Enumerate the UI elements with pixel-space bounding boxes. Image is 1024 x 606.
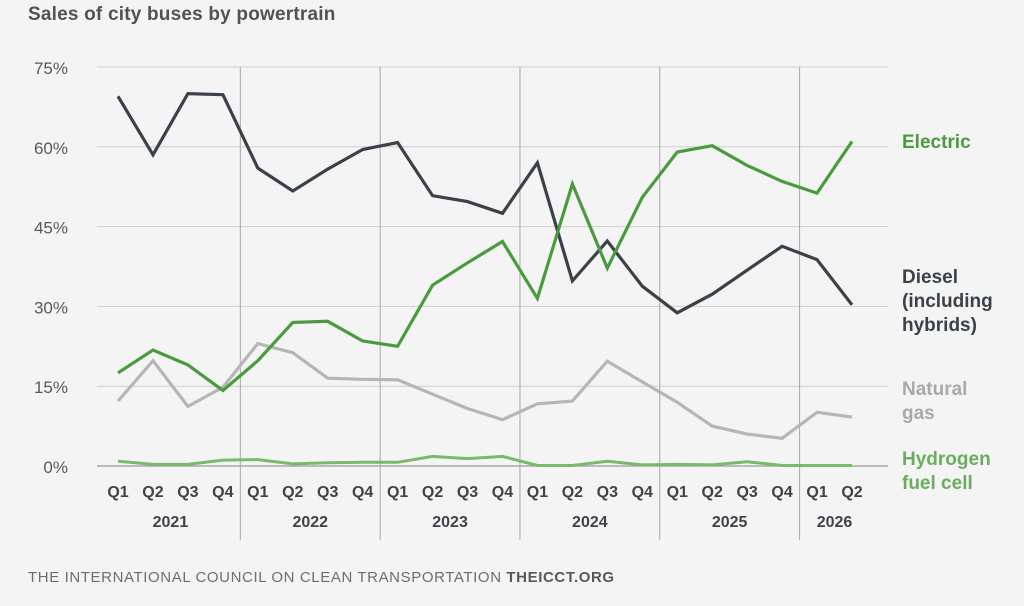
footer-org: THE INTERNATIONAL COUNCIL ON CLEAN TRANS… [28, 569, 502, 586]
x-tick-label: Q4 [771, 484, 792, 501]
y-tick-label: 45% [34, 219, 68, 238]
x-tick-label: Q1 [667, 484, 688, 501]
grid-layer [97, 66, 888, 540]
x-tick-label: Q1 [247, 484, 268, 501]
x-tick-label: Q3 [597, 484, 618, 501]
y-tick-label: 75% [34, 59, 68, 78]
legend-natural-gas: Natural gas [902, 379, 968, 424]
x-tick-label: Q4 [352, 484, 373, 501]
legend-diesel: Diesel (including hybrids) [902, 267, 993, 336]
x-tick-label: Q2 [562, 484, 583, 501]
series-natural-gas [116, 341, 853, 440]
legend-electric: Electric [902, 132, 971, 153]
y-tick-label: 15% [34, 378, 68, 397]
footer: THE INTERNATIONAL COUNCIL ON CLEAN TRANS… [28, 569, 615, 586]
x-tick-label: Q4 [492, 484, 513, 501]
year-label: 2024 [572, 514, 608, 531]
chart-title: Sales of city buses by powertrain [28, 4, 336, 25]
axis-layer: 0% 15% 30% 45% 60% 75% 2021 2022 2023 2024 2025 202… [34, 59, 863, 531]
x-tick-label: Q1 [806, 484, 827, 501]
footer-url: THEICCT.ORG [506, 569, 615, 586]
series-electric [117, 140, 854, 393]
series-diesel [116, 91, 854, 315]
x-tick-label: Q1 [387, 484, 408, 501]
x-tick-label: Q4 [212, 484, 233, 501]
x-tick-label: Q4 [632, 484, 653, 501]
x-tick-label: Q2 [142, 484, 163, 501]
x-tick-label: Q1 [107, 484, 128, 501]
x-tick-label: Q3 [457, 484, 478, 501]
y-tick-label: 60% [34, 139, 68, 158]
legend-hydrogen: Hydrogen fuel cell [902, 449, 991, 494]
x-tick-label: Q2 [841, 484, 862, 501]
year-label: 2021 [153, 514, 189, 531]
x-tick-label: Q2 [422, 484, 443, 501]
year-label: 2023 [432, 514, 468, 531]
x-tick-label: Q2 [282, 484, 303, 501]
year-label: 2022 [292, 514, 328, 531]
year-label: 2025 [712, 514, 748, 531]
series-layer [116, 91, 854, 467]
y-tick-label: 0% [43, 458, 68, 477]
year-label: 2026 [817, 514, 853, 531]
x-tick-label: Q3 [317, 484, 338, 501]
x-tick-label: Q1 [527, 484, 548, 501]
x-tick-label: Q2 [702, 484, 723, 501]
x-tick-label: Q3 [736, 484, 757, 501]
y-tick-label: 30% [34, 298, 68, 317]
series-hydrogen [117, 454, 852, 467]
x-tick-label: Q3 [177, 484, 198, 501]
